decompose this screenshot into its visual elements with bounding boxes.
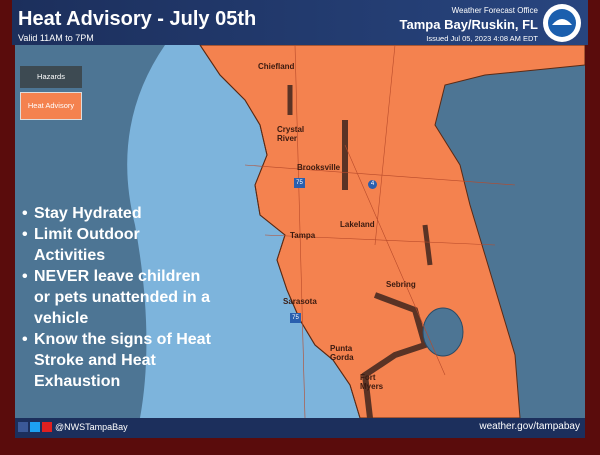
city-label: Brooksville	[297, 163, 341, 172]
map	[15, 45, 585, 418]
tips-list: Stay Hydrated Limit Outdoor Activities N…	[22, 203, 212, 392]
valid-time: Valid 11AM to 7PM	[18, 33, 94, 43]
city-label: Crystal River	[277, 125, 305, 143]
city-label: Sebring	[386, 280, 416, 289]
tip: NEVER leave children or pets unattended …	[22, 266, 212, 329]
city-label: Tampa	[290, 231, 316, 240]
highway-shield: 4	[368, 180, 377, 189]
city-label: Fort Myers	[360, 373, 384, 391]
office-label: Weather Forecast Office	[451, 6, 538, 15]
city-label: Punta Gorda	[330, 344, 354, 362]
legend-title: Hazards	[20, 66, 82, 88]
nws-logo	[543, 4, 581, 42]
legend-item: Heat Advisory	[20, 92, 82, 120]
city-label: Lakeland	[340, 220, 375, 229]
tip: Know the signs of Heat Stroke and Heat E…	[22, 329, 212, 392]
city-label: Chiefland	[258, 62, 295, 71]
header-bar	[12, 0, 588, 45]
city-label: Sarasota	[283, 297, 317, 306]
footer-handle: @NWSTampaBay	[55, 422, 128, 432]
issued: Issued Jul 05, 2023 4:08 AM EDT	[426, 34, 538, 43]
social-icons	[18, 422, 52, 432]
highway-shield: 75	[290, 313, 301, 323]
highway-shield: 75	[294, 178, 305, 188]
tip: Stay Hydrated	[22, 203, 212, 224]
tip: Limit Outdoor Activities	[22, 224, 212, 266]
office: Tampa Bay/Ruskin, FL	[399, 17, 538, 32]
footer-bar	[15, 418, 585, 438]
footer-website: weather.gov/tampabay	[479, 421, 580, 432]
title: Heat Advisory - July 05th	[18, 8, 257, 30]
